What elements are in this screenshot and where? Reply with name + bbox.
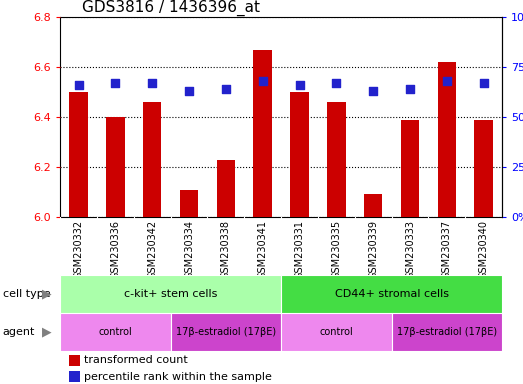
Text: GSM230341: GSM230341 xyxy=(258,220,268,279)
Bar xyxy=(438,62,456,217)
Bar xyxy=(254,50,272,217)
Bar xyxy=(392,313,502,351)
Text: ▶: ▶ xyxy=(42,287,51,300)
Text: cell type: cell type xyxy=(3,289,50,299)
Text: agent: agent xyxy=(3,327,35,337)
Bar xyxy=(143,102,162,217)
Text: GSM230332: GSM230332 xyxy=(74,220,84,279)
Bar xyxy=(69,355,80,366)
Bar xyxy=(327,102,346,217)
Bar xyxy=(60,275,281,313)
Text: GSM230335: GSM230335 xyxy=(332,220,342,279)
Text: c-kit+ stem cells: c-kit+ stem cells xyxy=(124,289,218,299)
Bar xyxy=(217,159,235,217)
Text: transformed count: transformed count xyxy=(84,356,188,366)
Point xyxy=(148,80,156,86)
Point xyxy=(369,88,378,94)
Text: GSM230337: GSM230337 xyxy=(442,220,452,279)
Point xyxy=(406,86,414,92)
Text: ▶: ▶ xyxy=(42,326,51,339)
Text: percentile rank within the sample: percentile rank within the sample xyxy=(84,372,272,382)
Text: GSM230336: GSM230336 xyxy=(110,220,120,279)
Point xyxy=(295,82,304,88)
Text: control: control xyxy=(98,327,132,337)
Bar xyxy=(180,189,198,217)
Text: GSM230338: GSM230338 xyxy=(221,220,231,279)
Bar xyxy=(69,371,80,382)
Text: CD44+ stromal cells: CD44+ stromal cells xyxy=(335,289,449,299)
Bar xyxy=(290,92,309,217)
Text: GSM230334: GSM230334 xyxy=(184,220,194,279)
Bar xyxy=(281,313,392,351)
Text: GSM230331: GSM230331 xyxy=(294,220,304,279)
Point xyxy=(74,82,83,88)
Bar xyxy=(106,117,124,217)
Bar xyxy=(474,120,493,217)
Bar xyxy=(170,313,281,351)
Bar xyxy=(281,275,502,313)
Point xyxy=(185,88,193,94)
Point xyxy=(442,78,451,84)
Text: GSM230339: GSM230339 xyxy=(368,220,378,279)
Point xyxy=(332,80,340,86)
Text: GDS3816 / 1436396_at: GDS3816 / 1436396_at xyxy=(82,0,260,16)
Point xyxy=(258,78,267,84)
Text: 17β-estradiol (17βE): 17β-estradiol (17βE) xyxy=(176,327,276,337)
Point xyxy=(222,86,230,92)
Text: GSM230333: GSM230333 xyxy=(405,220,415,279)
Bar xyxy=(60,313,170,351)
Bar xyxy=(401,120,419,217)
Text: 17β-estradiol (17βE): 17β-estradiol (17βE) xyxy=(397,327,497,337)
Point xyxy=(480,80,488,86)
Text: GSM230342: GSM230342 xyxy=(147,220,157,279)
Bar xyxy=(70,92,88,217)
Point xyxy=(111,80,120,86)
Text: control: control xyxy=(320,327,353,337)
Text: GSM230340: GSM230340 xyxy=(479,220,488,279)
Bar xyxy=(364,195,382,217)
